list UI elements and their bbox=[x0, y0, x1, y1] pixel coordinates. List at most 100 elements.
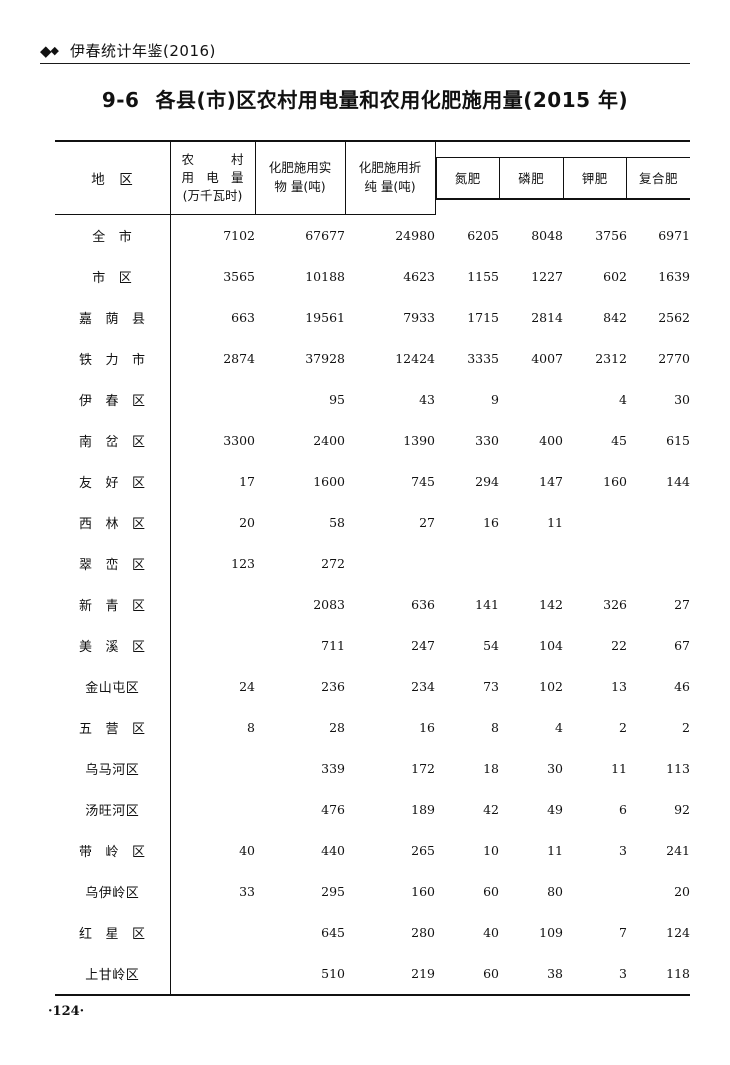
cell-pure bbox=[345, 543, 435, 584]
cell-physical: 19561 bbox=[305, 310, 345, 325]
cell-electricity: 24 bbox=[239, 679, 255, 694]
cell-phosphate: 4 bbox=[555, 720, 563, 735]
cell-pure: 16 bbox=[419, 720, 435, 735]
cell-region: 美溪区 bbox=[55, 625, 171, 666]
cell-electricity bbox=[170, 912, 255, 953]
table-row: 全市 7102 67677 24980 6205 8048 3756 6971 bbox=[55, 214, 690, 256]
column-header-phosphate: 磷肥 bbox=[499, 156, 564, 200]
cell-electricity: 663 bbox=[231, 310, 255, 325]
cell-nitrogen: 1155 bbox=[467, 269, 499, 284]
cell-nitrogen bbox=[435, 543, 499, 584]
cell-compound: 6971 bbox=[658, 227, 690, 243]
cell-compound: 615 bbox=[666, 433, 690, 448]
cell-physical: 711 bbox=[321, 638, 345, 653]
header-divider bbox=[40, 63, 690, 64]
cell-phosphate: 1227 bbox=[531, 269, 563, 284]
cell-region: 南岔区 bbox=[55, 420, 171, 461]
cell-potash: 6 bbox=[619, 802, 627, 817]
cell-nitrogen: 8 bbox=[491, 720, 499, 735]
cell-physical: 10188 bbox=[305, 269, 345, 284]
cell-compound: 113 bbox=[666, 761, 690, 776]
cell-pure: 12424 bbox=[395, 351, 435, 366]
cell-physical: 2400 bbox=[313, 433, 345, 448]
table-row: 汤旺河区 476 189 42 49 6 92 bbox=[55, 789, 690, 830]
cell-nitrogen: 73 bbox=[483, 679, 499, 694]
cell-physical: 58 bbox=[329, 515, 345, 530]
table-row: 翠峦区 123 272 bbox=[55, 543, 690, 584]
cell-phosphate: 11 bbox=[547, 515, 563, 530]
cell-compound: 30 bbox=[674, 392, 690, 407]
cell-phosphate: 49 bbox=[547, 802, 563, 817]
column-header-potash: 钾肥 bbox=[563, 156, 627, 200]
cell-pure: 636 bbox=[411, 597, 435, 612]
cell-electricity: 2874 bbox=[223, 351, 255, 366]
cell-compound: 2562 bbox=[658, 310, 690, 325]
cell-region: 乌伊岭区 bbox=[55, 871, 171, 912]
cell-region: 伊春区 bbox=[55, 379, 171, 420]
table-row: 南岔区 3300 2400 1390 330 400 45 615 bbox=[55, 420, 690, 461]
page-title: 9-6 各县(市)区农村用电量和农用化肥施用量(2015 年) bbox=[0, 84, 730, 113]
cell-region: 市区 bbox=[55, 256, 171, 297]
cell-potash: 4 bbox=[619, 392, 627, 407]
table-row: 市区 3565 10188 4623 1155 1227 602 1639 bbox=[55, 256, 690, 297]
cell-compound: 144 bbox=[666, 474, 690, 489]
cell-potash: 11 bbox=[611, 761, 627, 776]
cell-compound: 27 bbox=[674, 597, 690, 612]
column-header-region: 地区 bbox=[55, 140, 171, 215]
table-row: 带岭区 40 440 265 10 11 3 241 bbox=[55, 830, 690, 871]
cell-phosphate: 80 bbox=[547, 884, 563, 899]
cell-physical: 67677 bbox=[305, 228, 345, 243]
table-row: 金山屯区 24 236 234 73 102 13 46 bbox=[55, 666, 690, 707]
cell-physical: 339 bbox=[321, 761, 345, 776]
running-header: ◆◆ 伊春统计年鉴(2016) bbox=[40, 40, 690, 66]
cell-electricity bbox=[170, 584, 255, 625]
table-row: 西林区 20 58 27 16 11 bbox=[55, 502, 690, 543]
cell-electricity: 8 bbox=[247, 720, 255, 735]
cell-electricity bbox=[170, 789, 255, 830]
fertilizer-subheader-table: 氮肥 磷肥 钾肥 复合肥 bbox=[435, 156, 690, 200]
cell-nitrogen: 60 bbox=[435, 953, 499, 996]
region-label-char2: 区 bbox=[119, 172, 134, 188]
cell-phosphate: 30 bbox=[547, 761, 563, 776]
table-title-text: 各县(市)区农村用电量和农用化肥施用量(2015 年) bbox=[155, 88, 629, 112]
cell-pure: 160 bbox=[411, 884, 435, 899]
cell-pure: 189 bbox=[411, 802, 435, 817]
cell-electricity bbox=[170, 625, 255, 666]
table-row: 上甘岭区 510 219 60 38 3 118 bbox=[55, 953, 690, 996]
cell-compound bbox=[627, 502, 690, 543]
cell-nitrogen: 294 bbox=[475, 474, 499, 489]
cell-pure: 745 bbox=[411, 474, 435, 489]
table-row: 新青区 2083 636 141 142 326 27 bbox=[55, 584, 690, 625]
cell-physical: 645 bbox=[321, 925, 345, 940]
cell-compound: 118 bbox=[627, 953, 690, 996]
cell-physical: 1600 bbox=[313, 474, 345, 489]
cell-nitrogen: 3335 bbox=[467, 351, 499, 366]
cell-phosphate: 11 bbox=[547, 843, 563, 858]
table-row: 红星区 645 280 40 109 7 124 bbox=[55, 912, 690, 953]
table-row: 乌马河区 339 172 18 30 11 113 bbox=[55, 748, 690, 789]
table-row: 乌伊岭区 33 295 160 60 80 20 bbox=[55, 871, 690, 912]
cell-region: 乌马河区 bbox=[55, 748, 171, 789]
cell-nitrogen: 10 bbox=[483, 843, 499, 858]
cell-compound: 1639 bbox=[658, 269, 690, 284]
cell-region: 铁力市 bbox=[55, 338, 171, 379]
cell-compound: 20 bbox=[674, 884, 690, 899]
cell-phosphate: 38 bbox=[499, 953, 563, 996]
cell-potash: 13 bbox=[611, 679, 627, 694]
cell-phosphate: 147 bbox=[539, 474, 563, 489]
cell-potash: 2312 bbox=[595, 351, 627, 366]
cell-nitrogen: 9 bbox=[491, 392, 499, 407]
cell-phosphate bbox=[499, 379, 563, 420]
cell-physical: 295 bbox=[321, 884, 345, 899]
cell-potash bbox=[563, 543, 627, 584]
column-header-nitrogen: 氮肥 bbox=[435, 156, 500, 200]
cell-nitrogen: 6205 bbox=[467, 227, 499, 243]
cell-region: 带岭区 bbox=[55, 830, 171, 871]
cell-pure: 24980 bbox=[395, 228, 435, 243]
cell-compound: 67 bbox=[674, 638, 690, 653]
statistics-table-wrapper: 地区 农村 用电量 (万千瓦时) 化肥施用实 物 量(吨) 化肥施用折 bbox=[55, 140, 690, 996]
cell-electricity: 3565 bbox=[223, 269, 255, 284]
cell-nitrogen: 141 bbox=[475, 597, 499, 612]
table-row: 友好区 17 1600 745 294 147 160 144 bbox=[55, 461, 690, 502]
cell-nitrogen: 42 bbox=[483, 802, 499, 817]
